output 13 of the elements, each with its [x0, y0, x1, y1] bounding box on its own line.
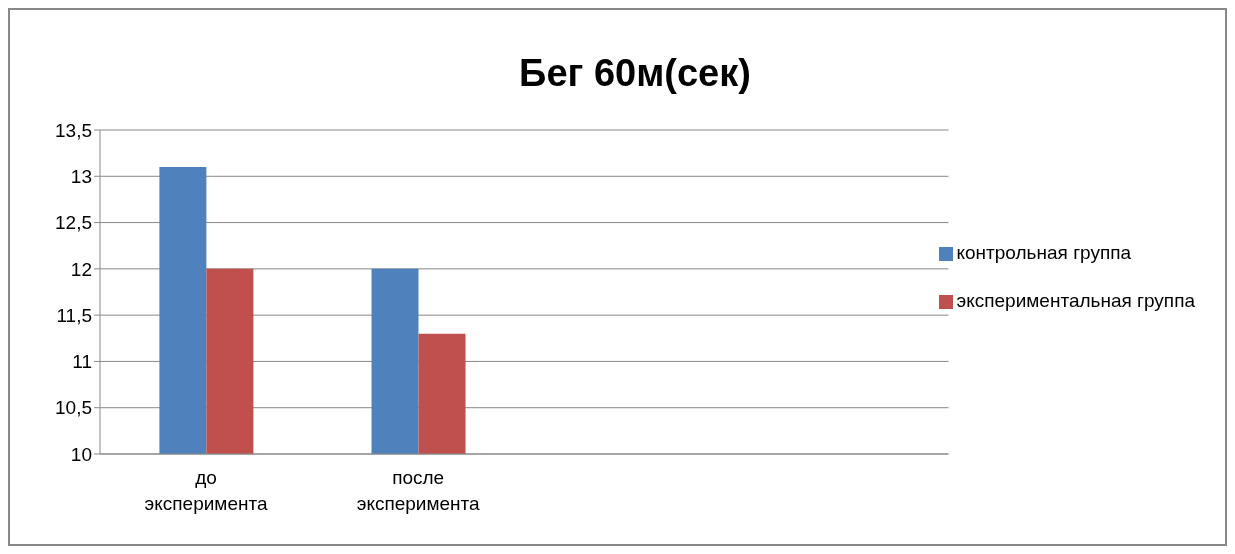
y-tick-label: 11,5	[56, 304, 92, 326]
y-tick-label: 13	[70, 166, 92, 188]
y-tick-label: 11	[72, 351, 92, 373]
legend-label: контрольная группа	[956, 242, 1132, 263]
legend-label: экспериментальная группа	[956, 290, 1195, 311]
y-tick-label: 13,5	[55, 119, 92, 141]
x-tick-label: после эксперимента	[356, 467, 481, 514]
x-tick-label: до эксперимента	[144, 467, 268, 514]
y-tick-label: 10,5	[55, 397, 92, 419]
y-tick-label: 12	[70, 258, 92, 280]
y-tick-label: 10	[70, 443, 92, 465]
y-tick-label: 12,5	[55, 212, 92, 234]
chart-title: Бег 60м(сек)	[518, 52, 752, 95]
